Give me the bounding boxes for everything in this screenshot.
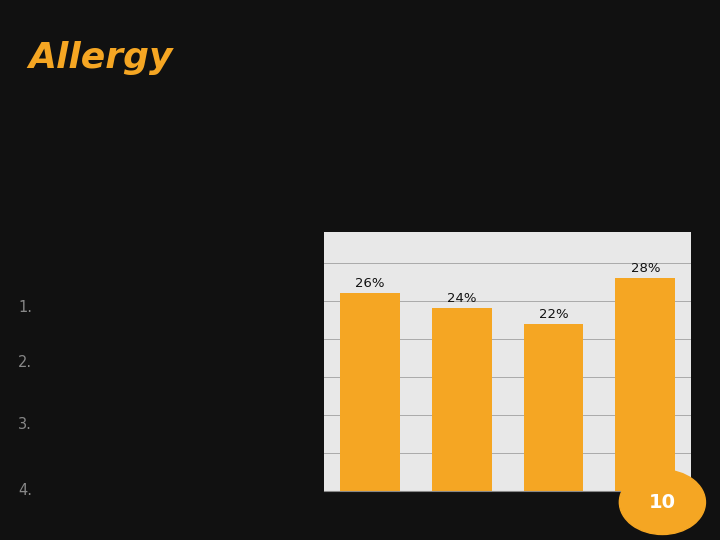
Text: 10: 10 [649,492,676,512]
Bar [432,308,492,491]
Text: 4.: 4. [18,483,32,498]
Text: 24%: 24% [447,292,477,306]
Text: 28%: 28% [631,262,660,275]
Bar [616,278,675,491]
Text: He is more likely to
receive a quinolone: He is more likely to receive a quinolone [54,355,198,390]
Text: 2.: 2. [18,355,32,370]
Circle shape [619,470,706,535]
Text: His hospital stay is likely
to be longer: His hospital stay is likely to be longer [54,417,235,451]
Text: A 46 year old male presents with LE cellulitis
and is admitted to the hospital. : A 46 year old male presents with LE cell… [22,106,496,174]
Bar [523,323,583,491]
Text: He is more likely to get
C difficle: He is more likely to get C difficle [54,300,223,335]
Bar [340,293,400,491]
Text: 22%: 22% [539,308,568,321]
Text: 3.: 3. [18,417,32,432]
Text: 1.: 1. [18,300,32,315]
Text: All of the above: All of the above [54,483,169,498]
Text: Allergy: Allergy [29,41,174,75]
Text: 26%: 26% [355,277,384,290]
